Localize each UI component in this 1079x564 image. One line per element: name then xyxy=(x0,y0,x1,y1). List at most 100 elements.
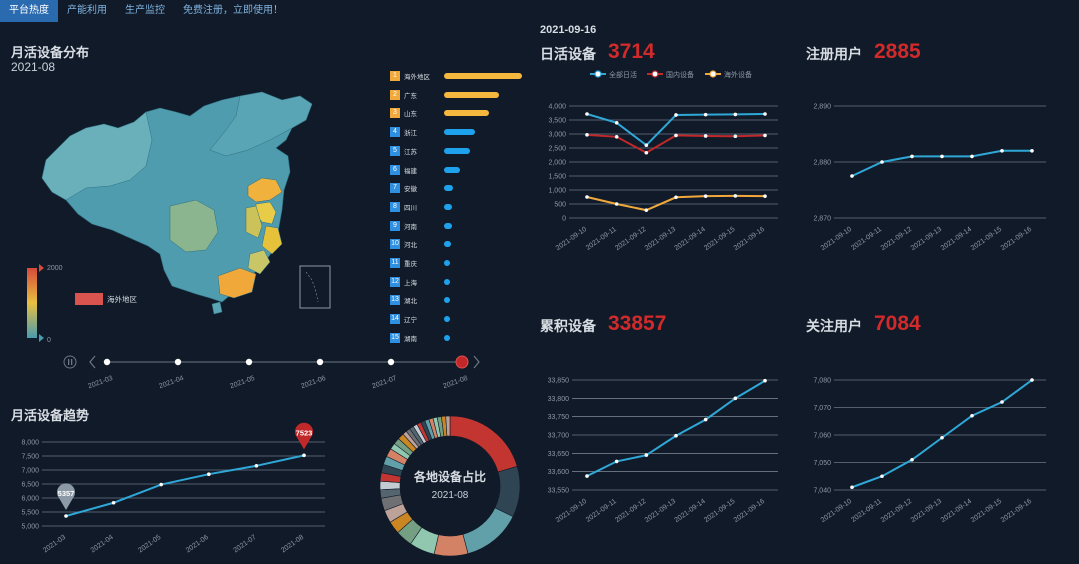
timeline-label: 2021-07 xyxy=(371,375,398,390)
map-zhejiang[interactable] xyxy=(261,225,283,255)
data-point[interactable] xyxy=(733,134,738,139)
map-anhui[interactable] xyxy=(245,205,263,239)
data-point[interactable] xyxy=(614,121,619,125)
data-point[interactable] xyxy=(970,154,974,159)
data-point[interactable] xyxy=(733,194,738,198)
data-point[interactable] xyxy=(1000,149,1004,153)
ranking-row[interactable]: 15 湖南 xyxy=(390,332,450,344)
data-point[interactable] xyxy=(763,378,767,383)
marker-pin[interactable] xyxy=(295,422,314,450)
ranking-row[interactable]: 4 浙江 xyxy=(390,126,476,138)
tab-platform-heat[interactable]: 平台热度 xyxy=(0,0,58,22)
map-central-green[interactable] xyxy=(169,199,219,253)
data-point[interactable] xyxy=(880,160,884,164)
data-point[interactable] xyxy=(910,457,914,462)
data-point[interactable] xyxy=(1030,378,1034,382)
data-point[interactable] xyxy=(1030,149,1034,153)
data-point[interactable] xyxy=(674,195,678,200)
data-point[interactable] xyxy=(703,112,708,117)
data-point[interactable] xyxy=(763,133,767,138)
map-west-region[interactable] xyxy=(41,111,153,201)
data-point[interactable] xyxy=(302,453,306,458)
donut-slice[interactable] xyxy=(433,533,469,557)
ranking-row[interactable]: 10 河北 xyxy=(390,238,452,250)
timeline-prev-icon[interactable] xyxy=(89,355,96,369)
data-point[interactable] xyxy=(159,482,163,487)
data-point[interactable] xyxy=(763,112,767,116)
timeline-dot[interactable] xyxy=(316,358,324,366)
ranking-row[interactable]: 11 重庆 xyxy=(390,257,450,269)
donut-slice[interactable] xyxy=(445,415,451,437)
ranking-row[interactable]: 6 福建 xyxy=(390,164,460,176)
data-point[interactable] xyxy=(703,194,708,198)
ranking-row[interactable]: 14 辽宁 xyxy=(390,313,450,325)
data-point[interactable] xyxy=(585,133,589,137)
data-point[interactable] xyxy=(970,413,974,418)
legend-marker[interactable] xyxy=(651,70,659,78)
map-inner-mongolia[interactable] xyxy=(209,91,313,157)
data-point[interactable] xyxy=(674,113,678,117)
donut-slice[interactable] xyxy=(462,507,514,555)
visual-map-handle-top[interactable] xyxy=(39,264,44,272)
data-point[interactable] xyxy=(850,174,854,178)
map-fujian[interactable] xyxy=(247,249,271,275)
data-point[interactable] xyxy=(1000,400,1004,404)
data-point[interactable] xyxy=(644,150,649,155)
data-point[interactable] xyxy=(111,500,116,505)
data-point[interactable] xyxy=(585,112,589,116)
donut-slice[interactable] xyxy=(449,415,518,473)
data-point[interactable] xyxy=(850,485,854,490)
ranking-row[interactable]: 9 河南 xyxy=(390,220,452,232)
data-point[interactable] xyxy=(674,433,678,438)
data-point[interactable] xyxy=(703,134,708,138)
data-point[interactable] xyxy=(614,202,619,206)
tab-production-monitor[interactable]: 生产监控 xyxy=(125,5,165,16)
data-point[interactable] xyxy=(733,396,738,401)
donut-slice[interactable] xyxy=(494,466,521,517)
visual-map-handle-bottom[interactable] xyxy=(39,334,44,342)
map-guangdong[interactable] xyxy=(217,267,257,299)
data-point[interactable] xyxy=(674,133,678,138)
legend-marker[interactable] xyxy=(709,70,717,78)
ranking-row[interactable]: 1 海外地区 xyxy=(390,70,522,82)
tab-capacity[interactable]: 产能利用 xyxy=(67,5,107,16)
timeline-dot[interactable] xyxy=(174,358,182,366)
data-point[interactable] xyxy=(910,154,914,159)
data-point[interactable] xyxy=(703,417,708,422)
data-point[interactable] xyxy=(614,459,619,464)
map-shandong[interactable] xyxy=(247,177,283,203)
data-point[interactable] xyxy=(940,154,944,159)
ranking-row[interactable]: 7 安徽 xyxy=(390,182,454,194)
timeline-next-icon[interactable] xyxy=(473,355,480,369)
data-point[interactable] xyxy=(644,208,649,212)
timeline-dot[interactable] xyxy=(245,358,253,366)
ranking-row[interactable]: 3 山东 xyxy=(390,107,490,119)
data-point[interactable] xyxy=(644,143,649,147)
marker-pin[interactable] xyxy=(57,483,76,511)
map-hainan[interactable] xyxy=(211,301,223,315)
timeline-dot[interactable] xyxy=(103,358,111,366)
data-point[interactable] xyxy=(585,474,589,478)
ranking-row[interactable]: 8 四川 xyxy=(390,201,452,213)
ranking-row[interactable]: 12 上海 xyxy=(390,276,450,288)
data-point[interactable] xyxy=(940,435,944,440)
timeline-play-button[interactable] xyxy=(63,355,77,369)
data-point[interactable] xyxy=(644,453,649,457)
data-point[interactable] xyxy=(585,195,589,199)
data-point[interactable] xyxy=(254,464,259,468)
timeline-current-dot[interactable] xyxy=(455,355,469,369)
legend-marker[interactable] xyxy=(594,70,602,78)
data-point[interactable] xyxy=(207,472,211,476)
tab-register[interactable]: 免费注册，立即使用！ xyxy=(183,5,283,16)
ranking-row[interactable]: 5 江苏 xyxy=(390,145,470,157)
data-point[interactable] xyxy=(763,194,767,198)
data-point[interactable] xyxy=(733,112,738,117)
data-point[interactable] xyxy=(614,135,619,139)
ranking-row[interactable]: 2 广东 xyxy=(390,89,499,101)
timeline-dot[interactable] xyxy=(387,358,395,366)
data-point[interactable] xyxy=(880,474,884,479)
ranking-row[interactable]: 13 湖北 xyxy=(390,294,450,306)
data-point[interactable] xyxy=(64,514,68,518)
overseas-legend-swatch[interactable] xyxy=(75,293,103,305)
visual-map-bar[interactable] xyxy=(27,268,37,338)
